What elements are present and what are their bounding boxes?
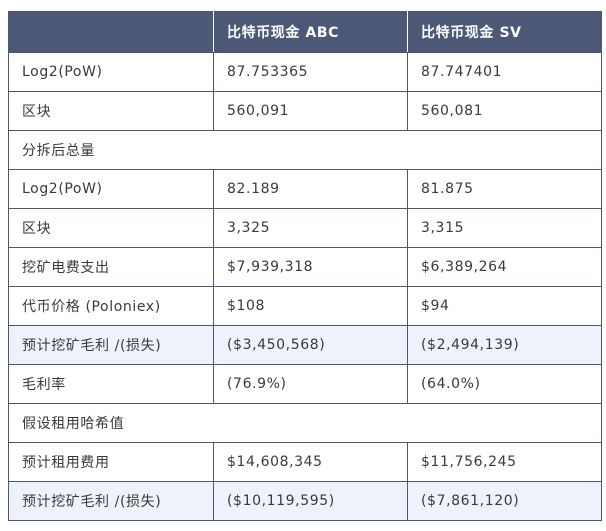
row-label: 毛利率 <box>8 364 214 404</box>
abc-value: ($10,119,595) <box>213 481 408 521</box>
table-row: 挖矿电费支出 $7,939,318 $6,389,264 <box>8 247 602 287</box>
table-row: Log2(PoW) 82.189 81.875 <box>8 169 602 209</box>
comparison-table-container: 比特币现金 ABC 比特币现金 SV Log2(PoW) 87.753365 87.… <box>8 11 602 521</box>
sv-value: $94 <box>407 286 602 326</box>
row-label: 区块 <box>8 91 214 131</box>
abc-value: $108 <box>213 286 408 326</box>
sv-value: ($7,861,120) <box>407 481 602 521</box>
abc-value: $14,608,345 <box>213 442 408 482</box>
abc-value: ($3,450,568) <box>213 325 408 365</box>
abc-value: 87.753365 <box>213 52 408 92</box>
row-label: 区块 <box>8 208 214 248</box>
table-row: Log2(PoW) 87.753365 87.747401 <box>8 52 602 92</box>
sv-value: 81.875 <box>407 169 602 209</box>
sv-value: $11,756,245 <box>407 442 602 482</box>
abc-value: 560,091 <box>213 91 408 131</box>
table-body: Log2(PoW) 87.753365 87.747401 区块 560,091 560,… <box>8 52 602 521</box>
sv-value: 560,081 <box>407 91 602 131</box>
section-label: 假设租用哈希值 <box>8 403 602 443</box>
table-row: 毛利率 (76.9%) (64.0%) <box>8 364 602 404</box>
sv-value: $6,389,264 <box>407 247 602 287</box>
section-label: 分拆后总量 <box>8 130 602 170</box>
abc-value: $7,939,318 <box>213 247 408 287</box>
row-label: Log2(PoW) <box>8 169 214 209</box>
row-label: 挖矿电费支出 <box>8 247 214 287</box>
abc-value: 82.189 <box>213 169 408 209</box>
row-label: 预计挖矿毛利 /(损失) <box>8 481 214 521</box>
abc-value: 3,325 <box>213 208 408 248</box>
table-header-row: 比特币现金 ABC 比特币现金 SV <box>8 11 602 53</box>
header-abc: 比特币现金 ABC <box>213 11 408 53</box>
table-row: 区块 560,091 560,081 <box>8 91 602 131</box>
table-row: 预计挖矿毛利 /(损失) ($3,450,568) ($2,494,139) <box>8 325 602 365</box>
abc-value: (76.9%) <box>213 364 408 404</box>
header-sv: 比特币现金 SV <box>407 11 602 53</box>
sv-value: 3,315 <box>407 208 602 248</box>
table-row: 代币价格 (Poloniex) $108 $94 <box>8 286 602 326</box>
row-label: 预计挖矿毛利 /(损失) <box>8 325 214 365</box>
table-row: 预计挖矿毛利 /(损失) ($10,119,595) ($7,861,120) <box>8 481 602 521</box>
table-row: 预计租用费用 $14,608,345 $11,756,245 <box>8 442 602 482</box>
sv-value: ($2,494,139) <box>407 325 602 365</box>
row-label: 代币价格 (Poloniex) <box>8 286 214 326</box>
sv-value: 87.747401 <box>407 52 602 92</box>
sv-value: (64.0%) <box>407 364 602 404</box>
row-label: 预计租用费用 <box>8 442 214 482</box>
section-header-row: 分拆后总量 <box>8 130 602 170</box>
bch-abc-vs-sv-table: 比特币现金 ABC 比特币现金 SV Log2(PoW) 87.753365 87.… <box>8 11 602 521</box>
table-row: 区块 3,325 3,315 <box>8 208 602 248</box>
header-corner-cell <box>8 11 214 53</box>
row-label: Log2(PoW) <box>8 52 214 92</box>
section-header-row: 假设租用哈希值 <box>8 403 602 443</box>
